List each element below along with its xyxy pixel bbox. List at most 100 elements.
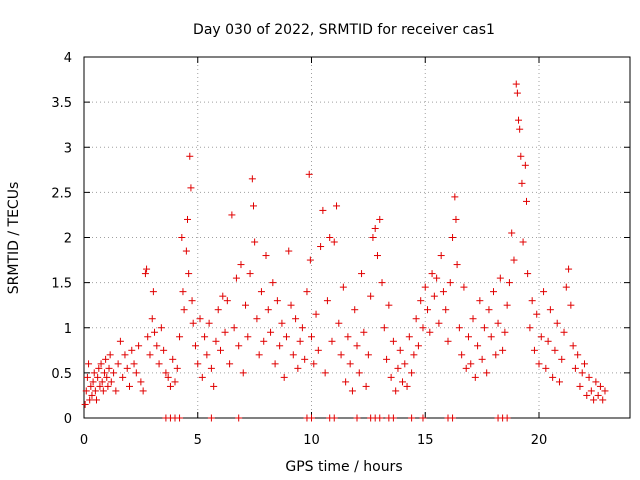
data-point	[305, 170, 313, 178]
data-point	[353, 342, 361, 350]
data-point	[419, 414, 427, 422]
data-point	[203, 351, 211, 359]
data-point	[214, 306, 222, 314]
x-axis-label: GPS time / hours	[285, 459, 402, 475]
data-point	[351, 306, 359, 314]
data-point	[314, 346, 322, 354]
data-point	[358, 270, 366, 278]
data-point	[419, 324, 427, 332]
data-point	[153, 342, 161, 350]
data-point	[257, 288, 265, 296]
data-point	[188, 297, 196, 305]
data-point	[171, 378, 179, 386]
x-tick-label: 0	[80, 433, 88, 448]
data-point	[492, 351, 500, 359]
data-point	[537, 333, 545, 341]
data-point	[139, 387, 147, 395]
data-point	[458, 351, 466, 359]
data-point	[242, 301, 250, 309]
data-point	[435, 319, 443, 327]
data-point	[449, 234, 457, 241]
data-point	[426, 328, 434, 336]
data-point	[135, 342, 143, 350]
data-point	[155, 360, 163, 368]
data-point	[383, 355, 391, 363]
data-point	[339, 283, 347, 291]
data-point	[526, 324, 534, 332]
grid-lines	[84, 57, 630, 418]
data-point	[180, 306, 188, 314]
y-tick-label: 1	[64, 322, 72, 337]
data-point	[462, 364, 470, 372]
data-point	[221, 328, 229, 336]
data-point	[201, 333, 209, 341]
data-point	[387, 373, 395, 381]
data-point	[373, 252, 381, 260]
chart-title: Day 030 of 2022, SRMTID for receiver cas…	[193, 22, 495, 38]
data-point	[516, 125, 524, 133]
data-point	[515, 116, 523, 124]
data-point	[342, 378, 350, 386]
data-point	[353, 414, 361, 422]
data-point	[87, 382, 95, 390]
data-point	[296, 337, 304, 345]
data-point	[151, 328, 159, 336]
data-point	[130, 360, 138, 368]
data-point	[546, 306, 554, 314]
data-point	[444, 337, 452, 345]
data-point	[244, 333, 252, 341]
data-point	[116, 337, 124, 345]
data-point	[576, 382, 584, 390]
data-point	[408, 369, 416, 377]
data-point	[467, 360, 475, 368]
data-point	[417, 297, 425, 305]
y-tick-label: 4	[64, 51, 72, 66]
data-point	[146, 351, 154, 359]
data-point	[166, 382, 174, 390]
data-point	[371, 224, 379, 232]
data-point	[376, 215, 384, 223]
data-point	[367, 292, 375, 300]
data-point	[337, 351, 345, 359]
data-point	[310, 360, 318, 368]
data-point	[248, 175, 256, 183]
data-point	[176, 414, 184, 422]
data-point	[96, 382, 104, 390]
data-point	[487, 333, 495, 341]
data-point	[148, 315, 156, 323]
data-point	[528, 297, 536, 305]
data-point	[587, 387, 595, 395]
data-point	[276, 342, 284, 350]
data-point	[333, 202, 341, 210]
data-point	[385, 301, 393, 309]
data-point	[184, 215, 192, 223]
data-point	[232, 274, 240, 282]
data-point	[430, 292, 438, 300]
data-point	[194, 360, 202, 368]
data-point	[542, 364, 550, 372]
data-point	[549, 373, 557, 381]
data-point	[583, 391, 591, 399]
data-point	[298, 324, 306, 332]
data-point	[237, 261, 245, 269]
data-point	[408, 414, 416, 422]
data-point	[282, 333, 290, 341]
data-point	[437, 252, 445, 260]
data-point	[524, 270, 532, 278]
data-point	[308, 414, 315, 422]
y-tick-label: 3.5	[51, 96, 72, 111]
data-point	[132, 369, 140, 377]
data-point	[476, 297, 484, 305]
data-point	[485, 306, 493, 314]
data-point	[255, 351, 263, 359]
data-point	[123, 364, 131, 372]
data-point	[496, 274, 504, 282]
data-point	[594, 391, 602, 399]
data-point	[328, 337, 336, 345]
data-point	[143, 265, 151, 273]
data-point	[207, 414, 215, 422]
data-point	[187, 184, 195, 192]
data-point	[217, 346, 224, 354]
data-point	[273, 297, 281, 305]
data-point	[512, 80, 520, 88]
